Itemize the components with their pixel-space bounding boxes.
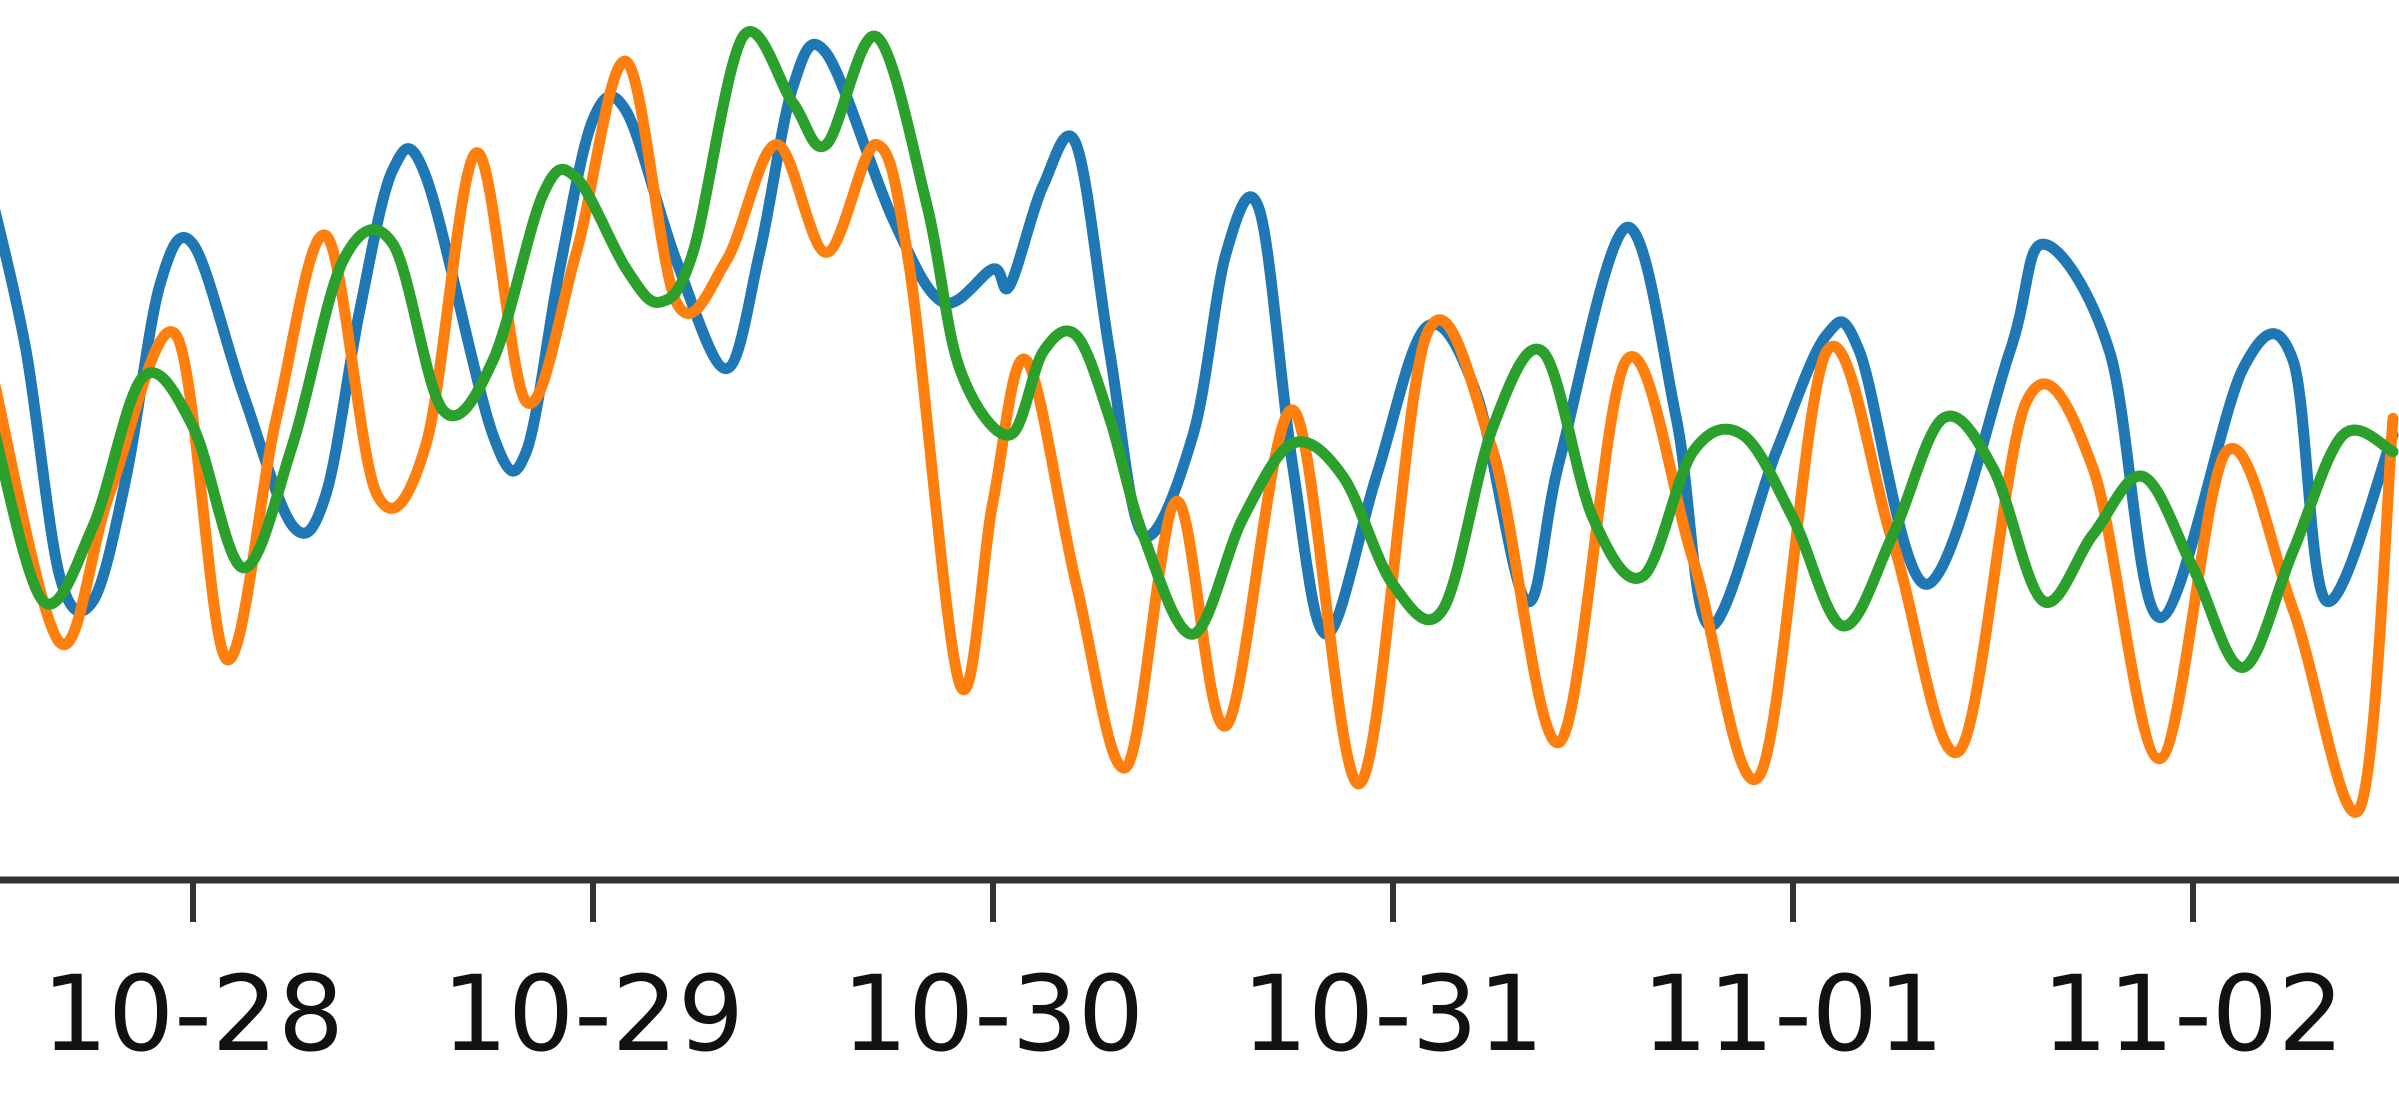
series-line-1 [0, 38, 2399, 640]
x-axis-ticks: 10-28 10-29 10-30 10-31 11-01 11-02 [42, 880, 2344, 1075]
x-tick-label: 11-02 [2042, 953, 2344, 1075]
x-tick-label: 10-28 [42, 953, 344, 1075]
x-tick-label: 10-30 [842, 953, 1144, 1075]
x-tick-label: 11-01 [1642, 953, 1944, 1075]
x-tick-label: 10-29 [442, 953, 744, 1075]
x-tick-label: 10-31 [1242, 953, 1544, 1075]
series-line-2 [0, 55, 2399, 818]
series-line-3 [0, 26, 2399, 673]
series-lines [0, 26, 2399, 818]
